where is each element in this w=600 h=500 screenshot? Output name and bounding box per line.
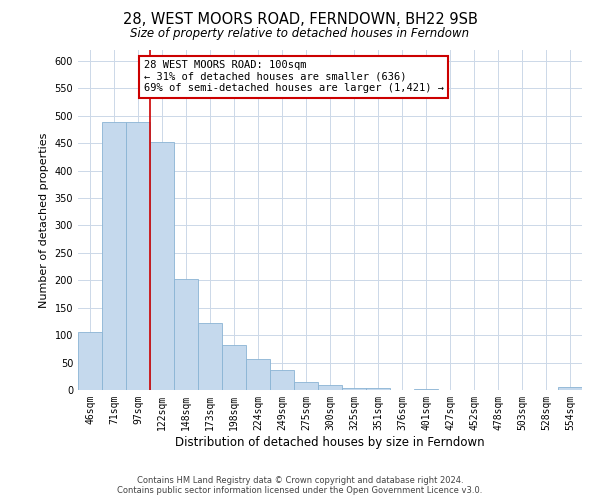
Bar (270, 370, 294, 390)
Text: Contains HM Land Registry data © Crown copyright and database right 2024.
Contai: Contains HM Land Registry data © Crown c… (118, 476, 482, 495)
Bar (294, 382, 318, 390)
Bar (414, 389, 438, 390)
Bar (342, 388, 366, 390)
Bar (126, 122, 150, 390)
X-axis label: Distribution of detached houses by size in Ferndown: Distribution of detached houses by size … (175, 436, 485, 448)
Text: Size of property relative to detached houses in Ferndown: Size of property relative to detached ho… (130, 28, 470, 40)
Bar (558, 388, 582, 390)
Bar (246, 358, 270, 390)
Y-axis label: Number of detached properties: Number of detached properties (39, 132, 49, 308)
Text: 28 WEST MOORS ROAD: 100sqm
← 31% of detached houses are smaller (636)
69% of sem: 28 WEST MOORS ROAD: 100sqm ← 31% of deta… (143, 60, 443, 94)
Bar (222, 345, 246, 390)
Bar (78, 332, 102, 390)
Bar (318, 384, 342, 390)
Bar (198, 323, 222, 390)
Bar (366, 388, 390, 390)
Text: 28, WEST MOORS ROAD, FERNDOWN, BH22 9SB: 28, WEST MOORS ROAD, FERNDOWN, BH22 9SB (122, 12, 478, 28)
Bar (102, 122, 126, 390)
Bar (150, 142, 174, 390)
Bar (174, 279, 198, 390)
